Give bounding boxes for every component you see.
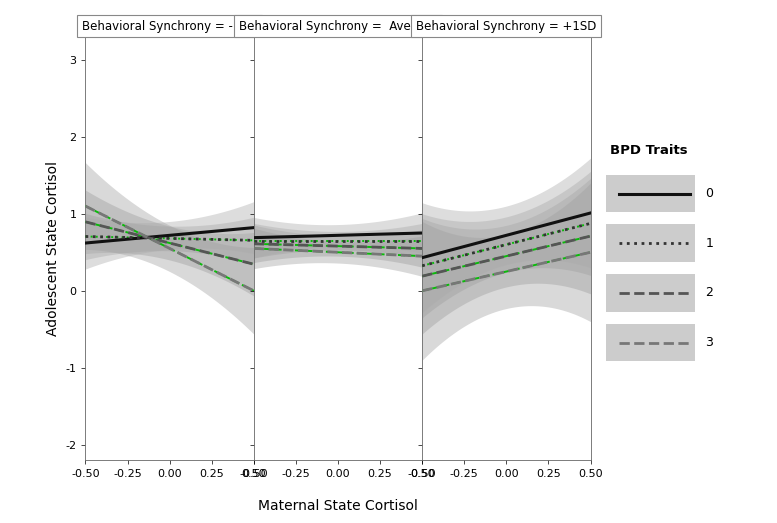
Title: Behavioral Synchrony =  Average: Behavioral Synchrony = Average: [239, 20, 437, 32]
Text: 1: 1: [706, 237, 713, 249]
Text: 0: 0: [706, 187, 713, 200]
Text: Maternal State Cortisol: Maternal State Cortisol: [258, 498, 418, 513]
Title: Behavioral Synchrony = +1SD: Behavioral Synchrony = +1SD: [416, 20, 597, 32]
Title: Behavioral Synchrony = -1SD: Behavioral Synchrony = -1SD: [82, 20, 257, 32]
Text: 2: 2: [706, 287, 713, 299]
Y-axis label: Adolescent State Cortisol: Adolescent State Cortisol: [46, 161, 60, 336]
Text: 3: 3: [706, 336, 713, 349]
Text: BPD Traits: BPD Traits: [610, 144, 688, 157]
